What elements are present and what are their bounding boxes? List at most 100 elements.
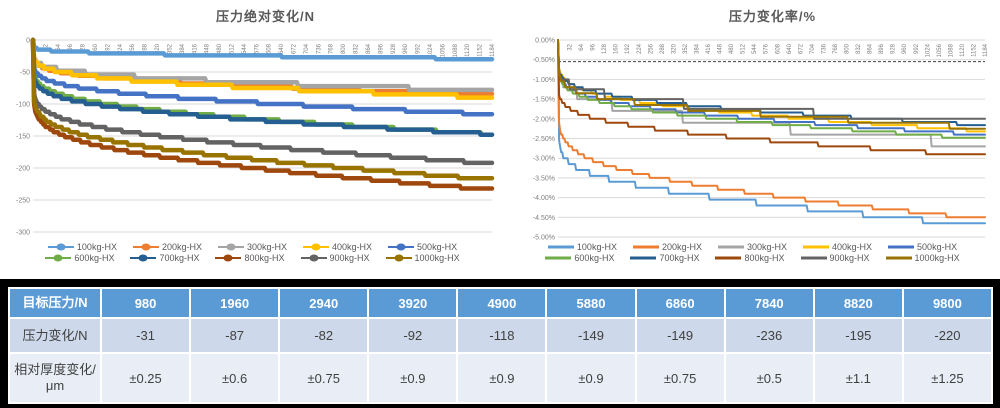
legend-entry-100kg-HX[interactable]: 100kg-HX	[547, 242, 617, 252]
x-tick-label: 160	[93, 43, 99, 54]
x-tick-label: 320	[671, 43, 677, 54]
x-tick-label: 896	[879, 43, 885, 54]
table-header-cell: 6860	[636, 289, 724, 317]
x-tick-label: 736	[316, 43, 322, 54]
x-tick-label: 256	[648, 43, 654, 54]
series-500kg-HX	[557, 39, 986, 136]
series-700kg-HX	[30, 37, 495, 137]
x-tick-label: 448	[205, 43, 211, 54]
legend-marker-icon	[717, 245, 744, 249]
legend-entry-400kg-HX[interactable]: 400kg-HX	[803, 242, 872, 252]
y-tick-label: -4.50%	[533, 215, 555, 222]
y-tick-label: -4.00%	[533, 195, 555, 202]
table-row-label: 相对厚度变化/μm	[10, 354, 100, 402]
legend-label: 600kg-HX	[574, 253, 615, 263]
legend-entry-800kg-HX[interactable]: 800kg-HX	[215, 253, 285, 263]
legend-label: 1000kg-HX	[414, 253, 460, 263]
x-tick-label: 160	[614, 43, 620, 54]
x-tick-label: 64	[56, 43, 62, 50]
table-cell: -31	[102, 319, 190, 352]
x-tick-label: 256	[130, 43, 136, 54]
x-tick-label: 608	[775, 43, 781, 54]
series-100kg-HX	[557, 39, 986, 225]
x-tick-label: 1120	[960, 43, 966, 57]
x-tick-label: 224	[637, 43, 643, 54]
x-tick-label: 768	[329, 43, 335, 54]
table-cell: ±0.6	[191, 354, 279, 402]
x-tick-label: 448	[718, 43, 724, 54]
table-header-cell: 2940	[280, 289, 368, 317]
legend-entry-200kg-HX[interactable]: 200kg-HX	[132, 242, 202, 252]
legend-marker-icon	[385, 254, 412, 262]
x-tick-label: 480	[217, 43, 223, 54]
series-1000kg-HX	[30, 37, 495, 181]
legend-row: 600kg-HX 700kg-HX 800kg-HX 900kg-HX 1000kg-H…	[0, 253, 505, 263]
legend-label: 200kg-HX	[161, 242, 202, 252]
legend-label: 400kg-HX	[332, 242, 373, 252]
x-tick-label: 320	[155, 43, 161, 54]
x-tick-label: 384	[694, 43, 700, 54]
left-chart-plot: 0 -50 -100 -150 -200 -250 -300 32 64 96 128 160 192 2…	[16, 37, 496, 237]
legend-entry-300kg-HX[interactable]: 300kg-HX	[217, 242, 287, 252]
legend-marker-icon	[132, 243, 159, 251]
x-tick-label: 832	[856, 43, 862, 54]
legend-marker-icon	[632, 245, 659, 249]
x-tick-label: 992	[914, 43, 920, 54]
legend-entry-100kg-HX[interactable]: 100kg-HX	[47, 242, 117, 252]
legend-marker-icon	[547, 245, 574, 249]
legend-entry-600kg-HX[interactable]: 600kg-HX	[545, 253, 614, 263]
x-tick-label: 1056	[440, 43, 446, 57]
legend-marker-icon	[303, 243, 330, 251]
table-header-cell: 5880	[547, 289, 635, 317]
legend-entry-1000kg-HX[interactable]: 1000kg-HX	[385, 253, 460, 263]
x-tick-label: 1088	[948, 43, 954, 57]
legend-entry-900kg-HX[interactable]: 900kg-HX	[800, 253, 870, 263]
legend-row: 100kg-HX 200kg-HX 300kg-HX 400kg-HX 500kg-HX	[0, 242, 505, 252]
y-tick-label: -300	[16, 230, 30, 237]
legend-entry-400kg-HX[interactable]: 400kg-HX	[303, 242, 372, 252]
x-tick-label: 32	[43, 43, 49, 50]
x-tick-label: 1056	[937, 43, 943, 57]
legend-label: 700kg-HX	[159, 253, 200, 263]
x-tick-label: 672	[798, 43, 804, 54]
x-tick-label: 416	[706, 43, 712, 54]
x-tick-label: 864	[366, 43, 372, 54]
data-table-wrap: 目标压力/N 980 1960 2940 3920 4900 5880 6860 7840 882…	[8, 287, 993, 404]
right-chart: 0.00% -0.50% -1.00% -1.50% -2.00% -2.50% -3.00…	[505, 0, 1000, 279]
legend-entry-700kg-HX[interactable]: 700kg-HX	[630, 253, 699, 263]
legend-entry-900kg-HX[interactable]: 900kg-HX	[300, 253, 370, 263]
x-tick-label: 512	[741, 43, 747, 54]
x-tick-label: 512	[229, 43, 235, 54]
legend-marker-icon	[630, 256, 657, 260]
legend-marker-icon	[545, 256, 572, 260]
legend-entry-800kg-HX[interactable]: 800kg-HX	[715, 253, 785, 263]
x-tick-label: 864	[868, 43, 874, 54]
legend-entry-300kg-HX[interactable]: 300kg-HX	[717, 242, 787, 252]
legend-entry-500kg-HX[interactable]: 500kg-HX	[388, 242, 457, 252]
series-200kg-HX	[557, 39, 986, 219]
table-cell: ±0.9	[369, 354, 457, 402]
series-200kg-HX	[30, 37, 495, 97]
series-300kg-HX	[30, 37, 495, 93]
table-row-label: 压力变化/N	[10, 319, 100, 352]
x-tick-label: 192	[105, 43, 111, 54]
table-cell: -82	[280, 319, 368, 352]
legend-label: 500kg-HX	[417, 242, 458, 252]
right-chart-plot: 0.00% -0.50% -1.00% -1.50% -2.00% -2.50% -3.00…	[533, 38, 989, 241]
legend-entry-200kg-HX[interactable]: 200kg-HX	[632, 242, 702, 252]
x-tick-label: 576	[254, 43, 260, 54]
table-cell: -149	[636, 319, 724, 352]
x-tick-label: 576	[764, 43, 770, 54]
legend-label: 600kg-HX	[74, 253, 115, 263]
legend-label: 800kg-HX	[744, 253, 785, 263]
legend-entry-1000kg-HX[interactable]: 1000kg-HX	[885, 253, 960, 263]
legend-entry-700kg-HX[interactable]: 700kg-HX	[130, 253, 199, 263]
table-cell: -87	[191, 319, 279, 352]
table-cell: -149	[547, 319, 635, 352]
x-tick-label: 128	[602, 43, 608, 54]
legend-entry-600kg-HX[interactable]: 600kg-HX	[45, 253, 114, 263]
left-chart-title: 压力绝对变化/N	[215, 9, 315, 24]
legend-entry-500kg-HX[interactable]: 500kg-HX	[888, 242, 957, 252]
y-tick-label: 0.00%	[535, 38, 555, 45]
